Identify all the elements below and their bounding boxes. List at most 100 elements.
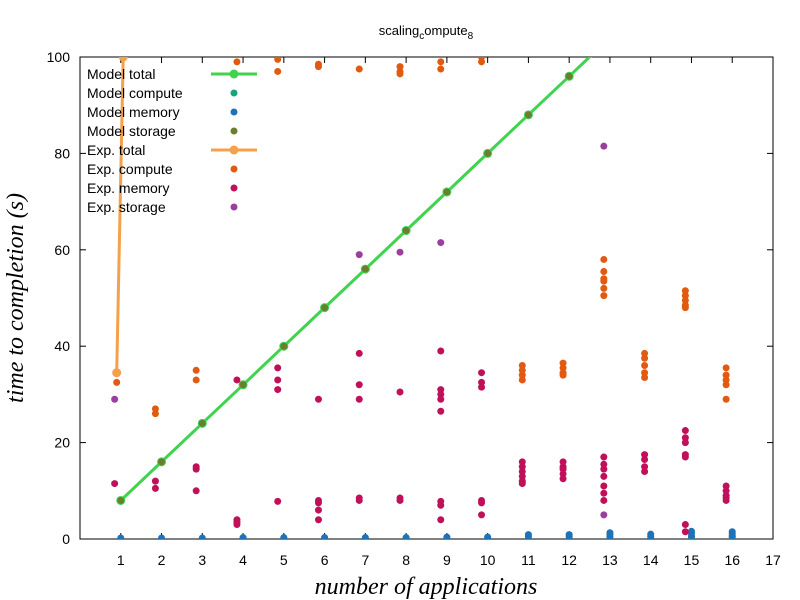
x-tick-label: 9	[443, 552, 451, 568]
data-point	[355, 349, 363, 357]
legend-item-model-compute: Model compute	[87, 85, 238, 101]
data-point	[437, 65, 445, 73]
data-point	[681, 287, 689, 295]
data-point	[518, 468, 526, 476]
x-tick-label: 4	[239, 552, 247, 568]
chart-title: scalingcompute8	[379, 23, 474, 42]
x-tick-label: 11	[521, 552, 536, 568]
x-tick-label: 16	[724, 552, 740, 568]
data-point	[118, 57, 128, 62]
legend-label: Exp. storage	[87, 199, 166, 215]
legend-label: Model storage	[87, 123, 176, 139]
data-point	[151, 410, 159, 418]
data-point	[478, 378, 486, 386]
plot-area	[111, 57, 736, 539]
legend-marker	[230, 89, 238, 97]
data-point	[559, 371, 567, 379]
data-point	[641, 354, 649, 362]
x-tick-label: 17	[765, 552, 781, 568]
data-point	[478, 383, 486, 391]
data-point	[355, 251, 363, 259]
data-point	[151, 405, 159, 413]
legend-item-exp-memory: Exp. memory	[87, 180, 238, 196]
data-point	[518, 371, 526, 379]
data-point	[722, 381, 730, 389]
data-point	[443, 533, 451, 539]
x-tick-label: 5	[280, 552, 288, 568]
x-tick-label: 2	[158, 552, 166, 568]
data-point	[559, 364, 567, 372]
y-axis-title: time to completion (s)	[3, 193, 29, 403]
data-point	[565, 72, 573, 80]
data-point	[484, 149, 492, 157]
data-point	[402, 534, 410, 539]
legend-item-exp-compute: Exp. compute	[87, 161, 238, 177]
data-point	[641, 361, 649, 369]
data-point	[158, 534, 166, 539]
series-model-storage	[117, 72, 573, 504]
data-point	[117, 534, 125, 539]
data-point	[641, 463, 649, 471]
data-point	[722, 371, 730, 379]
data-point	[437, 501, 445, 509]
data-point	[478, 369, 486, 377]
data-point	[722, 364, 730, 372]
data-point	[681, 434, 689, 442]
legend-marker	[230, 203, 238, 211]
data-point	[681, 296, 689, 304]
data-point	[355, 496, 363, 504]
chart-title-group: scalingcompute8	[379, 23, 474, 42]
legend-marker	[230, 108, 238, 116]
data-point	[192, 376, 200, 384]
y-tick-label: 60	[54, 242, 70, 258]
data-point	[559, 458, 567, 466]
data-point	[314, 499, 322, 507]
data-point	[518, 361, 526, 369]
data-point	[355, 395, 363, 403]
x-tick-label: 7	[361, 552, 369, 568]
x-tick-label: 6	[321, 552, 329, 568]
x-tick-label: 10	[480, 552, 496, 568]
data-point	[443, 188, 451, 196]
data-point	[559, 359, 567, 367]
data-point	[437, 239, 445, 247]
data-point	[524, 111, 532, 119]
data-point	[361, 534, 369, 539]
data-point	[314, 395, 322, 403]
series-line-exp-total	[115, 57, 125, 373]
data-point	[518, 463, 526, 471]
data-point	[280, 534, 288, 539]
data-point	[192, 465, 200, 473]
data-point	[687, 527, 695, 535]
data-point	[681, 427, 689, 435]
y-tick-label: 0	[62, 531, 70, 547]
title-subscript: c	[419, 31, 424, 42]
data-point	[518, 472, 526, 480]
y-tick-label: 20	[54, 435, 70, 451]
data-point	[600, 453, 608, 461]
data-point	[600, 292, 608, 300]
data-point	[641, 468, 649, 476]
series-exp-storage	[111, 142, 608, 519]
data-point	[600, 496, 608, 504]
data-point	[274, 386, 282, 394]
legend-item-exp-storage: Exp. storage	[87, 199, 238, 215]
data-point	[681, 521, 689, 529]
data-point	[722, 496, 730, 504]
data-point	[681, 528, 689, 536]
data-point	[518, 480, 526, 488]
x-axis-title: number of applications	[315, 574, 538, 600]
data-point	[559, 470, 567, 478]
data-point	[321, 534, 329, 539]
data-point	[361, 265, 369, 273]
data-point	[565, 531, 573, 539]
data-point	[437, 386, 445, 394]
x-tick-label: 1	[117, 552, 125, 568]
legend-label: Model compute	[87, 85, 183, 101]
data-point	[641, 455, 649, 463]
series-exp-total	[112, 57, 128, 378]
data-point	[274, 67, 282, 75]
series-model-memory	[117, 527, 736, 539]
data-point	[518, 376, 526, 384]
x-tick-label: 8	[402, 552, 410, 568]
